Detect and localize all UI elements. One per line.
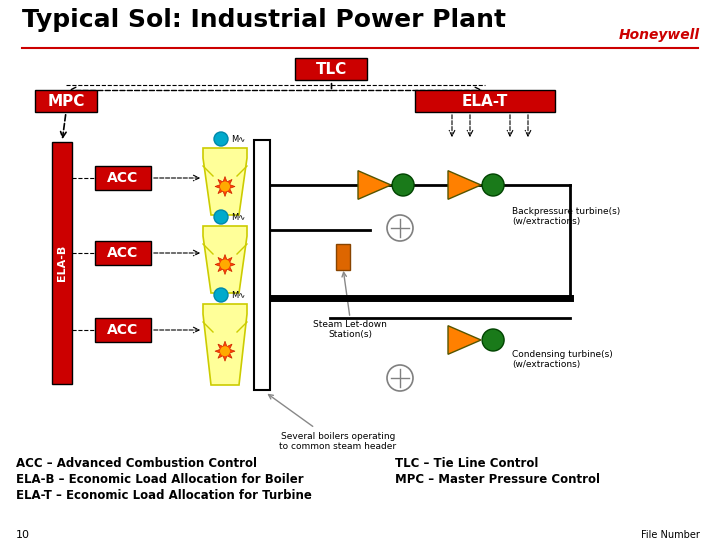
Polygon shape	[203, 304, 247, 385]
Polygon shape	[215, 177, 235, 197]
Text: ELA-B: ELA-B	[57, 245, 67, 281]
Text: MPC: MPC	[48, 93, 85, 109]
Text: Backpressure turbine(s)
(w/extractions): Backpressure turbine(s) (w/extractions)	[512, 207, 620, 226]
Polygon shape	[203, 226, 247, 293]
Text: ACC: ACC	[107, 246, 139, 260]
Text: ACC – Advanced Combustion Control: ACC – Advanced Combustion Control	[16, 457, 257, 470]
Circle shape	[214, 210, 228, 224]
Text: TLC: TLC	[315, 62, 346, 77]
Circle shape	[220, 260, 230, 269]
Text: ELA-T: ELA-T	[462, 93, 508, 109]
Polygon shape	[215, 341, 235, 361]
Polygon shape	[448, 326, 481, 354]
Text: M∿: M∿	[231, 134, 246, 144]
Bar	[95, 241, 151, 265]
Text: ACC: ACC	[107, 323, 139, 337]
Circle shape	[387, 365, 413, 391]
Circle shape	[214, 132, 228, 146]
Text: ELA-B – Economic Load Allocation for Boiler: ELA-B – Economic Load Allocation for Boi…	[16, 473, 304, 486]
Text: Several boilers operating
to common steam header: Several boilers operating to common stea…	[279, 432, 397, 451]
Bar	[35, 90, 97, 112]
Text: M∿: M∿	[231, 291, 246, 300]
Text: File Number: File Number	[641, 530, 700, 540]
Bar	[254, 140, 270, 390]
Circle shape	[220, 346, 230, 356]
Text: Steam Let-down
Station(s): Steam Let-down Station(s)	[313, 320, 387, 340]
Polygon shape	[358, 171, 391, 199]
Circle shape	[214, 288, 228, 302]
Text: 10: 10	[16, 530, 30, 540]
Bar	[95, 318, 151, 342]
Bar	[52, 142, 72, 384]
Text: Honeywell: Honeywell	[619, 28, 700, 42]
Text: M∿: M∿	[231, 213, 246, 221]
Text: Condensing turbine(s)
(w/extractions): Condensing turbine(s) (w/extractions)	[512, 350, 613, 369]
Bar	[415, 90, 555, 112]
Text: Typical Sol: Industrial Power Plant: Typical Sol: Industrial Power Plant	[22, 8, 506, 32]
Text: ELA-T – Economic Load Allocation for Turbine: ELA-T – Economic Load Allocation for Tur…	[16, 489, 312, 502]
Circle shape	[482, 174, 504, 196]
Circle shape	[482, 329, 504, 351]
Bar	[295, 58, 367, 80]
Text: MPC – Master Pressure Control: MPC – Master Pressure Control	[395, 473, 600, 486]
Polygon shape	[215, 254, 235, 274]
Circle shape	[220, 181, 230, 192]
Polygon shape	[203, 148, 247, 215]
Bar	[336, 244, 350, 270]
Circle shape	[392, 174, 414, 196]
Text: ACC: ACC	[107, 171, 139, 185]
Circle shape	[387, 215, 413, 241]
Polygon shape	[448, 171, 481, 199]
Text: TLC – Tie Line Control: TLC – Tie Line Control	[395, 457, 539, 470]
Bar	[95, 166, 151, 190]
